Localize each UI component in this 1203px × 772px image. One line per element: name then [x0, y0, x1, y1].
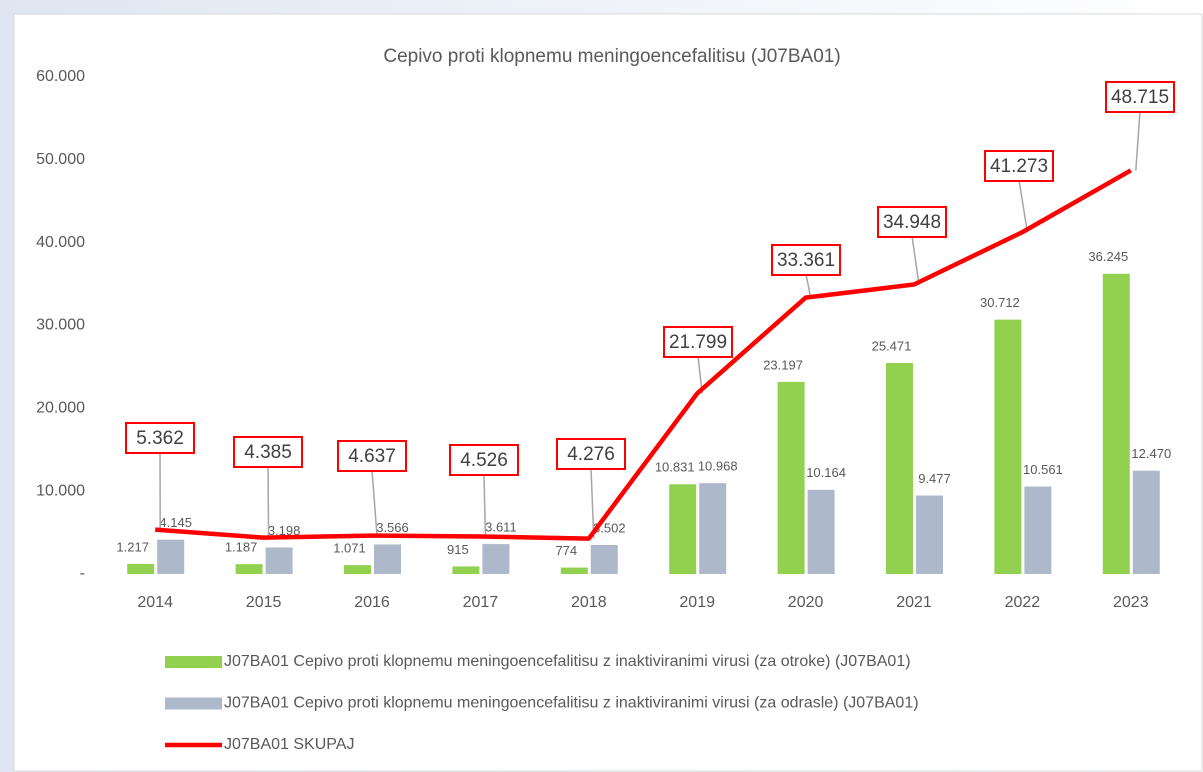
x-tick-label: 2017 — [463, 594, 499, 611]
label-box — [233, 436, 303, 468]
y-tick-label: 60.000 — [36, 68, 85, 85]
label-box — [771, 244, 841, 276]
bar — [1102, 273, 1130, 574]
leader-line — [1018, 179, 1029, 233]
legend-label: J07BA01 SKUPAJ — [224, 736, 354, 753]
label-box — [449, 444, 519, 476]
y-tick-label: 20.000 — [36, 400, 85, 417]
bar-value-label: 36.245 — [1088, 249, 1128, 264]
bar — [157, 539, 185, 574]
bar-value-label: 10.968 — [698, 459, 738, 474]
bar-value-label: 915 — [447, 542, 469, 557]
bar-value-label: 10.561 — [1023, 462, 1063, 477]
bar-value-label: 23.197 — [763, 357, 803, 372]
bar — [560, 567, 588, 574]
line-value-label: 34.948 — [883, 212, 941, 233]
total-line — [155, 168, 1132, 541]
bar — [994, 319, 1022, 574]
x-tick-label: 2020 — [788, 594, 824, 611]
y-tick-label: 40.000 — [36, 234, 85, 251]
bar-value-label: 3.566 — [376, 520, 409, 535]
bar-value-label: 9.477 — [918, 471, 951, 486]
bar — [916, 495, 943, 574]
label-box — [984, 150, 1054, 182]
line-value-label: 4.385 — [244, 442, 292, 463]
legend-marker — [165, 656, 222, 668]
x-tick-label: 2018 — [571, 594, 607, 611]
legend-marker — [165, 697, 222, 710]
leader-line — [371, 469, 378, 536]
x-tick-label: 2019 — [679, 594, 715, 611]
line-value-label: 4.526 — [460, 450, 508, 471]
bar — [344, 565, 371, 574]
bar-value-label: 25.471 — [872, 338, 912, 353]
line-value-label: 33.361 — [777, 250, 835, 271]
x-tick-label: 2021 — [896, 594, 932, 611]
x-tick-label: 2023 — [1113, 594, 1149, 611]
label-box — [125, 422, 195, 454]
leader-line — [1135, 110, 1141, 171]
bar — [669, 484, 697, 574]
label-box — [663, 326, 733, 358]
bar-value-label: 10.831 — [655, 460, 695, 475]
x-tick-label: 2015 — [246, 594, 282, 611]
label-box — [1105, 81, 1175, 113]
y-tick-label: 50.000 — [36, 151, 85, 168]
x-tick-label: 2016 — [354, 594, 390, 611]
bar — [807, 489, 835, 574]
bar — [1024, 486, 1052, 574]
bar — [699, 483, 727, 574]
bar — [452, 566, 480, 574]
leader-line — [267, 465, 270, 538]
bar — [235, 564, 263, 574]
leader-line — [590, 467, 595, 539]
line-value-label: 41.273 — [990, 156, 1048, 177]
label-box — [337, 440, 407, 472]
label-box — [556, 438, 626, 470]
bar-value-label: 3.198 — [268, 523, 301, 538]
bar-value-label: 1.187 — [225, 540, 258, 555]
line-value-label: 4.276 — [567, 444, 615, 465]
bar — [886, 363, 913, 574]
line-value-label: 21.799 — [669, 332, 727, 353]
line-value-label: 48.715 — [1111, 87, 1169, 108]
bar — [374, 544, 401, 574]
leader-line — [911, 235, 920, 285]
bar — [1132, 470, 1160, 574]
bar-value-label: 774 — [555, 543, 577, 558]
line-value-label: 5.362 — [136, 428, 184, 449]
bar-value-label: 12.470 — [1131, 446, 1171, 461]
bar-value-label: 1.217 — [116, 539, 149, 554]
bar-value-label: 30.712 — [980, 295, 1020, 310]
chart-title: Cepivo proti klopnemu meningoencefalitis… — [383, 46, 840, 67]
bar-value-label: 4.145 — [159, 515, 192, 530]
bar-value-label: 10.164 — [806, 465, 846, 480]
y-tick-label: - — [80, 565, 85, 582]
legend-label: J07BA01 Cepivo proti klopnemu meningoenc… — [224, 695, 919, 712]
x-tick-label: 2022 — [1005, 594, 1041, 611]
bar — [265, 547, 293, 574]
y-tick-label: 30.000 — [36, 317, 85, 334]
legend-label: J07BA01 Cepivo proti klopnemu meningoenc… — [224, 653, 911, 670]
bar — [127, 563, 155, 574]
bar — [482, 544, 510, 574]
label-box — [877, 206, 947, 238]
bar — [590, 544, 618, 574]
bar-value-label: 1.071 — [333, 541, 366, 556]
x-tick-label: 2014 — [137, 594, 173, 611]
y-tick-label: 10.000 — [36, 482, 85, 499]
line-value-label: 4.637 — [348, 446, 396, 467]
bar-value-label: 3.611 — [485, 520, 517, 535]
bar — [777, 381, 805, 574]
leader-line — [805, 273, 812, 298]
leader-line — [483, 473, 487, 537]
